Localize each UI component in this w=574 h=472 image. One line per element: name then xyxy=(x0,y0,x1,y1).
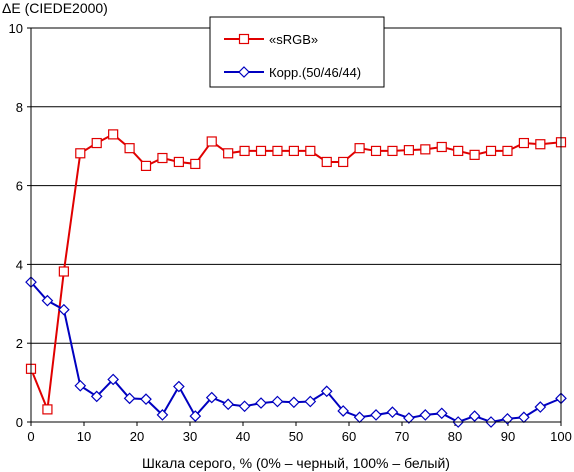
data-point xyxy=(338,156,349,168)
data-point xyxy=(518,411,530,424)
data-point xyxy=(42,404,53,415)
x-tick-label: 40 xyxy=(236,429,250,444)
x-tick-label: 50 xyxy=(289,429,303,444)
data-point xyxy=(107,373,119,386)
data-point xyxy=(320,385,333,398)
x-tick-label: 60 xyxy=(342,429,356,444)
data-point xyxy=(435,407,448,420)
data-point xyxy=(353,411,366,424)
x-tick-label: 80 xyxy=(448,429,462,444)
data-point xyxy=(370,145,382,157)
data-point xyxy=(387,145,398,157)
data-point xyxy=(534,401,547,413)
data-point xyxy=(206,136,217,147)
data-point xyxy=(222,398,235,411)
data-point xyxy=(223,148,234,159)
data-point xyxy=(173,156,184,168)
legend-label: Корр.(50/46/44) xyxy=(269,65,361,80)
data-point xyxy=(305,145,316,157)
y-axis-title: ΔE (CIEDE2000) xyxy=(2,0,108,16)
legend-marker xyxy=(238,66,250,78)
data-point xyxy=(255,397,267,409)
series-layer xyxy=(25,129,567,428)
data-point xyxy=(271,395,284,408)
y-tick-label: 4 xyxy=(16,257,23,272)
data-point xyxy=(58,303,70,316)
data-point xyxy=(501,412,514,425)
data-point xyxy=(518,137,530,149)
data-point xyxy=(337,405,350,417)
data-point xyxy=(90,390,103,403)
data-point xyxy=(255,145,267,157)
data-point xyxy=(140,393,152,405)
series-line xyxy=(30,133,562,410)
x-tick-label: 10 xyxy=(77,429,91,444)
x-tick-label: 0 xyxy=(27,429,34,444)
data-point xyxy=(123,392,136,405)
y-tick-label: 0 xyxy=(16,415,23,430)
data-point xyxy=(272,145,283,157)
data-point xyxy=(190,158,201,170)
x-tick-label: 90 xyxy=(501,429,515,444)
y-tick-label: 6 xyxy=(16,179,23,194)
data-point xyxy=(108,129,119,140)
legend-label: «sRGB» xyxy=(269,32,318,47)
x-tick-label: 100 xyxy=(550,429,572,444)
data-point xyxy=(239,145,250,157)
x-axis-ticks: 0 10 20 30 40 50 60 70 80 90 100 xyxy=(27,422,572,444)
legend-marker xyxy=(238,33,250,45)
data-point xyxy=(468,410,481,422)
data-point xyxy=(74,379,87,392)
x-tick-label: 20 xyxy=(130,429,144,444)
data-point xyxy=(403,145,414,156)
legend: «sRGB» Корр.(50/46/44) xyxy=(209,16,385,88)
data-point xyxy=(205,391,218,404)
data-point xyxy=(58,266,69,277)
y-axis-ticks: 0 2 4 6 8 10 xyxy=(9,21,31,430)
data-point xyxy=(238,400,251,413)
data-point xyxy=(354,143,365,154)
data-point xyxy=(535,139,546,150)
series-1 xyxy=(25,129,567,415)
data-point xyxy=(124,143,135,154)
data-point xyxy=(189,410,202,422)
data-point xyxy=(485,145,497,157)
y-tick-label: 2 xyxy=(16,336,23,351)
data-point xyxy=(75,148,86,159)
data-point xyxy=(157,152,168,164)
data-point xyxy=(321,156,332,168)
data-point xyxy=(469,149,480,160)
data-point xyxy=(288,396,300,409)
data-point xyxy=(288,145,299,157)
series-2 xyxy=(25,276,567,428)
data-point xyxy=(436,141,447,153)
legend-box xyxy=(209,16,385,88)
data-point xyxy=(403,412,415,424)
x-tick-label: 70 xyxy=(395,429,409,444)
data-point xyxy=(370,409,382,421)
data-point xyxy=(41,294,54,307)
y-tick-label: 10 xyxy=(9,21,23,36)
data-point xyxy=(140,160,152,171)
x-tick-label: 30 xyxy=(183,429,197,444)
x-axis-title: Шкала серого, % (0% – черный, 100% – бел… xyxy=(142,455,450,471)
data-point xyxy=(419,409,432,421)
data-point xyxy=(502,145,513,157)
data-point xyxy=(91,137,102,149)
data-point xyxy=(453,145,464,157)
data-point xyxy=(156,409,169,421)
legend-item-1: «sRGB» xyxy=(224,32,318,47)
y-tick-label: 8 xyxy=(16,100,23,115)
data-point xyxy=(304,395,317,408)
data-point xyxy=(173,380,185,393)
legend-item-2: Корр.(50/46/44) xyxy=(224,65,361,80)
data-point xyxy=(420,144,431,155)
data-point xyxy=(386,406,399,418)
